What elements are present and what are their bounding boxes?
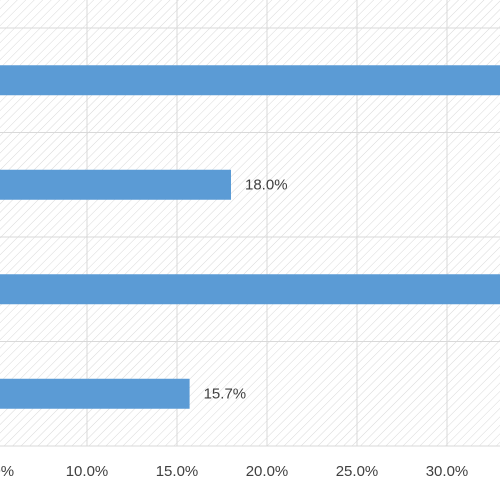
bar — [0, 169, 231, 200]
x-tick-label: 10.0% — [66, 463, 109, 480]
bar — [0, 274, 500, 305]
bar — [0, 378, 190, 409]
x-tick-label: 30.0% — [426, 463, 469, 480]
x-tick-label: 20.0% — [246, 463, 289, 480]
data-label: 18.0% — [245, 177, 288, 194]
x-tick-label: 15.0% — [156, 463, 199, 480]
bar — [0, 65, 500, 96]
x-tick-label: 5.0% — [0, 463, 14, 480]
data-label: 15.7% — [204, 386, 247, 403]
x-tick-label: 25.0% — [336, 463, 379, 480]
